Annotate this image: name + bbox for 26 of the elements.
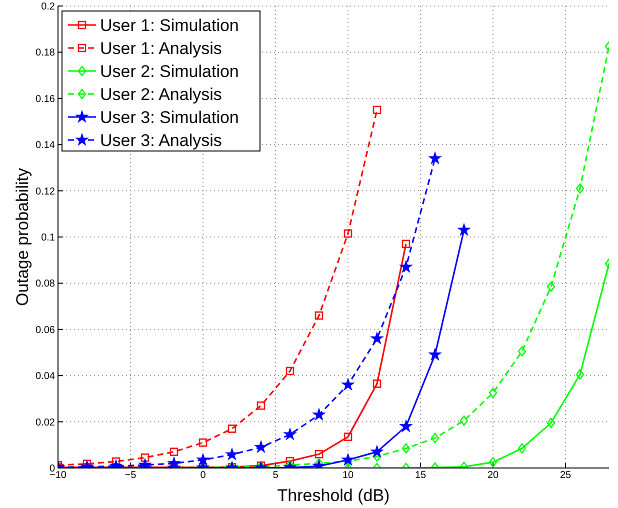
- x-tick-label: −10: [50, 470, 67, 481]
- x-tick-label: −5: [124, 470, 137, 481]
- y-tick-label: 0.2: [41, 2, 56, 12]
- y-tick-label: 0.12: [36, 186, 56, 198]
- x-tick-label: 5: [272, 470, 279, 481]
- y-tick-label: 0.1: [41, 232, 56, 244]
- x-tick-label: 0: [200, 470, 206, 481]
- y-tick-label: 0.06: [36, 324, 56, 336]
- y-axis-title: Outage probability: [13, 168, 32, 306]
- legend-label: User 1: Simulation: [100, 16, 239, 35]
- legend-label: User 3: Simulation: [100, 108, 239, 127]
- x-tick-label: 10: [342, 470, 354, 481]
- x-tick-label: 15: [414, 470, 426, 481]
- y-tick-label: 0.18: [36, 48, 56, 59]
- x-axis-title: Threshold (dB): [277, 486, 390, 505]
- legend-label: User 1: Analysis: [100, 39, 222, 58]
- legend-label: User 2: Analysis: [100, 85, 222, 104]
- y-tick-label: 0.16: [36, 94, 56, 105]
- y-tick-label: 0.02: [36, 417, 56, 428]
- y-tick-label: 0.08: [36, 278, 56, 290]
- legend-label: User 2: Simulation: [100, 62, 239, 81]
- x-tick-label: 20: [487, 470, 499, 481]
- y-tick-label: 0.04: [36, 371, 56, 382]
- y-tick-label: 0.14: [36, 140, 56, 152]
- legend-label: User 3: Analysis: [100, 131, 222, 150]
- x-tick-label: 25: [560, 470, 572, 481]
